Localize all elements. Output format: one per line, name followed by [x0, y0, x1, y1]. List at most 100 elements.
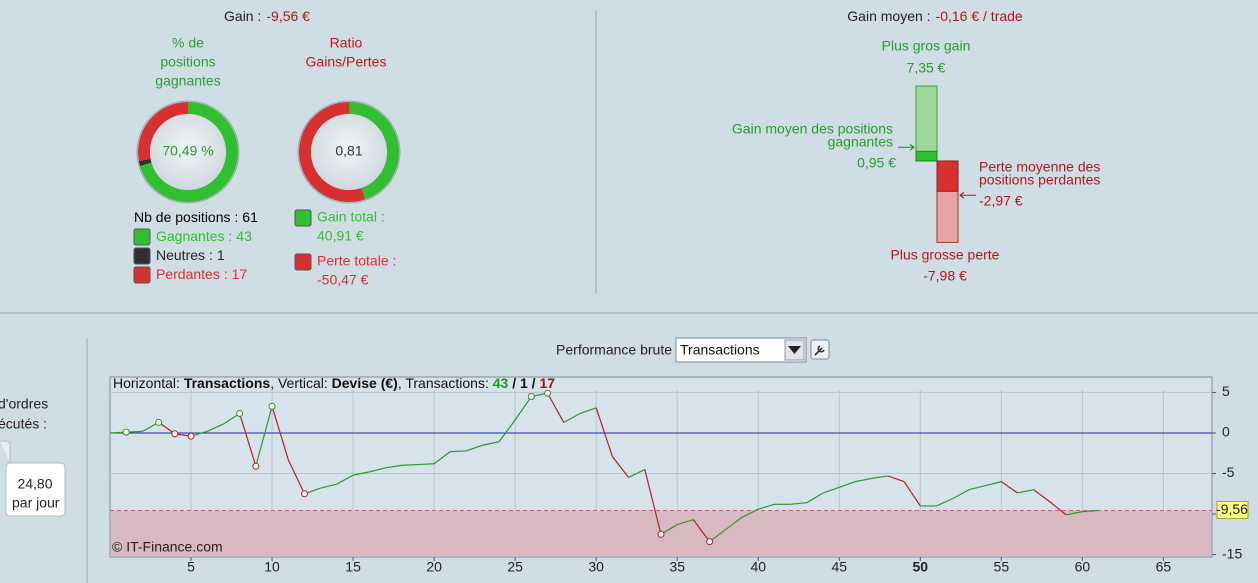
- line-segment: [320, 483, 338, 489]
- point-marker: [268, 402, 276, 410]
- stat-label: positions perdantes: [979, 172, 1100, 188]
- donut-hole: [311, 114, 387, 190]
- y-tick-label: -5: [1222, 464, 1235, 480]
- y-tick-label: 5: [1222, 383, 1230, 399]
- donut-title: Ratio: [330, 35, 363, 51]
- point-marker: [544, 389, 552, 397]
- line-segment: [677, 519, 694, 526]
- stat-label: Plus gros gain: [882, 38, 971, 54]
- line-segment: [385, 464, 402, 469]
- point-marker: [300, 490, 308, 498]
- legend-value: 40,91 €: [317, 228, 364, 244]
- line-segment: [952, 489, 970, 500]
- line-segment: [855, 477, 872, 483]
- point-marker: [155, 418, 163, 426]
- line-segment: [903, 481, 921, 507]
- y-tick-label: 0: [1222, 424, 1230, 440]
- header-part: Horizontal:: [113, 375, 184, 391]
- orders-box: [5, 462, 66, 517]
- stat-label: Gain moyen des positions: [732, 121, 893, 137]
- x-tick-label: 65: [1156, 559, 1172, 575]
- legend-swatch: [294, 253, 312, 271]
- donut-segment: [348, 102, 399, 200]
- tab: [0, 440, 11, 463]
- line-segment: [1066, 511, 1083, 516]
- line-segment: [628, 468, 646, 479]
- positions-count: Nb de positions :61: [134, 209, 258, 225]
- line-segment: [595, 407, 613, 457]
- line-segment: [498, 419, 516, 443]
- legend-swatch: [133, 228, 151, 246]
- bar: [936, 160, 959, 192]
- bar: [915, 85, 938, 162]
- x-tick-label: 50: [913, 559, 929, 575]
- header-part: /: [508, 375, 520, 391]
- legend-value: -50,47 €: [317, 272, 369, 288]
- line-segment: [839, 481, 856, 488]
- label: Gagnantes :: [156, 228, 232, 244]
- point-marker: [706, 538, 714, 546]
- stat-label: Perte moyenne des: [979, 159, 1100, 175]
- line-segment: [725, 516, 743, 530]
- arrow: [898, 143, 915, 151]
- dropdown-arrow: [788, 346, 801, 354]
- x-tick-label: 25: [507, 559, 523, 575]
- point-marker: [236, 410, 244, 418]
- wrench-icon: [814, 345, 825, 356]
- point-marker: [187, 432, 195, 440]
- donut-title: % de: [172, 35, 204, 51]
- line-segment: [482, 441, 500, 446]
- line-segment: [417, 463, 435, 466]
- gain-value: -9,56 €: [266, 8, 310, 24]
- chart-header: Horizontal: Transactions, Vertical: Devi…: [113, 375, 555, 391]
- select[interactable]: [675, 337, 807, 363]
- donut-title: positions: [160, 54, 215, 70]
- legend-item: Perdantes :17: [156, 266, 247, 282]
- line-segment: [644, 469, 662, 535]
- x-tick-label: 5: [187, 559, 195, 575]
- line-segment: [255, 406, 273, 467]
- line-segment: [401, 463, 418, 466]
- legend-swatch: [133, 266, 151, 284]
- line-segment: [336, 474, 354, 485]
- line-segment: [287, 459, 306, 495]
- line-segment: [692, 519, 711, 542]
- donut-center: 70,49 %: [162, 143, 213, 159]
- line-segment: [968, 485, 986, 491]
- orders-label: écutés :: [0, 416, 47, 432]
- line-segment: [936, 498, 953, 507]
- x-tick-label: 55: [994, 559, 1010, 575]
- donut-segment: [138, 102, 189, 161]
- line-segment: [206, 423, 224, 432]
- current-badge-label: -9,56: [1216, 501, 1248, 517]
- value: 43: [236, 228, 252, 244]
- point-marker: [657, 530, 665, 538]
- line-segment: [352, 471, 370, 476]
- line-segment: [1082, 509, 1099, 513]
- gain-title: Gain : -9,56 €: [224, 8, 310, 24]
- line-segment: [450, 450, 467, 453]
- header-part: Devise (€): [332, 375, 398, 391]
- header-part: 1: [520, 375, 528, 391]
- stat-value: -7,98 €: [923, 268, 967, 284]
- label: Gain moyen :: [847, 8, 930, 24]
- average-title: Gain moyen : -0,16 € / trade: [847, 8, 1023, 24]
- label: Perdantes :: [156, 266, 228, 282]
- legend-item: Neutres :1: [156, 247, 225, 263]
- line-segment: [758, 503, 775, 510]
- control-title: Performance brute: [556, 342, 672, 358]
- bar: [915, 150, 938, 162]
- legend-swatch: [294, 209, 312, 227]
- header-strip: [111, 378, 1211, 390]
- line-segment: [547, 392, 565, 423]
- legend-item: Gagnantes :43: [156, 228, 252, 244]
- line-segment: [822, 486, 840, 494]
- select-value: Transactions: [680, 342, 760, 358]
- watermark: © IT-Finance.com: [112, 539, 223, 555]
- line-segment: [1000, 481, 1018, 494]
- y-tick-label: -15: [1222, 545, 1242, 561]
- donut-title: Gains/Pertes: [306, 54, 387, 70]
- line-segment: [271, 406, 289, 460]
- point-marker: [252, 462, 260, 470]
